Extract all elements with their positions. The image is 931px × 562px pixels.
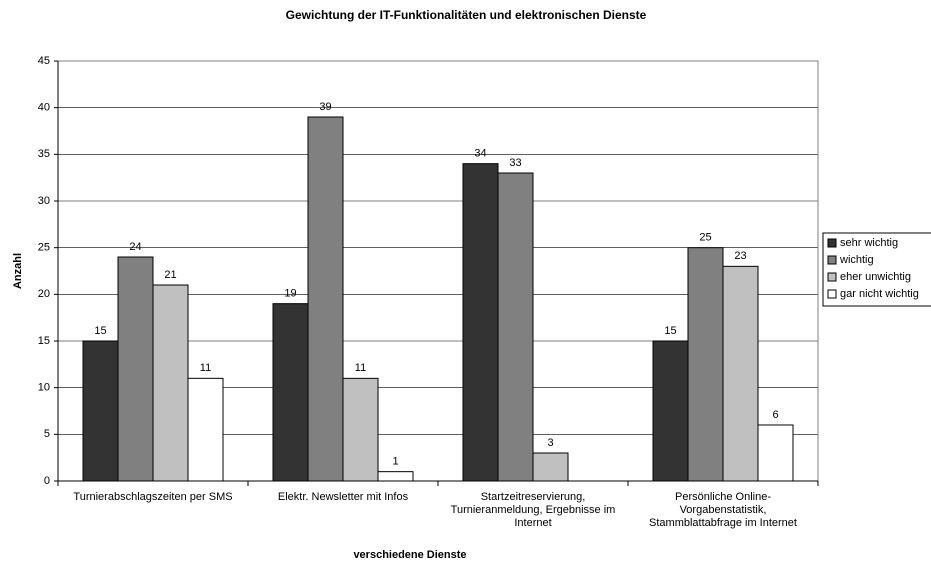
bar xyxy=(307,116,344,482)
data-label: 3 xyxy=(547,437,553,449)
data-label: 15 xyxy=(664,325,676,337)
y-tick-label: 40 xyxy=(38,102,50,114)
bar xyxy=(152,284,189,482)
y-tick-label: 35 xyxy=(38,148,50,160)
y-axis-label: Anzahl xyxy=(12,253,24,289)
data-label: 24 xyxy=(129,241,141,253)
data-label: 15 xyxy=(94,325,106,337)
x-tick-label: Startzeitreservierung, Turnieranmeldung,… xyxy=(450,491,616,529)
y-tick-label: 20 xyxy=(38,288,50,300)
data-label: 11 xyxy=(355,362,366,374)
data-label: 19 xyxy=(284,288,296,300)
data-label: 6 xyxy=(772,409,778,421)
bar xyxy=(532,452,569,482)
bar xyxy=(272,303,309,482)
legend-label: sehr wichtig xyxy=(840,237,898,249)
x-tick-label: Persönliche Online-Vorgabenstatistik, St… xyxy=(649,491,797,529)
bar xyxy=(652,340,689,482)
y-tick-label: 0 xyxy=(44,475,50,487)
bar xyxy=(687,247,724,482)
data-label: 23 xyxy=(734,250,746,262)
bar xyxy=(462,163,499,482)
bar xyxy=(757,424,794,482)
legend-swatch xyxy=(827,272,837,282)
bar xyxy=(342,377,379,482)
y-tick-label: 45 xyxy=(38,55,50,67)
bar xyxy=(377,471,414,482)
y-tick-label: 30 xyxy=(38,195,50,207)
x-tick-label: Turnierabschlagszeiten per SMS xyxy=(73,491,233,503)
x-tick-label: Elektr. Newsletter mit Infos xyxy=(277,491,409,503)
y-tick-label: 25 xyxy=(38,242,50,254)
legend-swatch xyxy=(827,255,837,265)
data-label: 34 xyxy=(474,148,486,160)
bar xyxy=(117,256,154,482)
y-tick-label: 5 xyxy=(44,428,50,440)
chart-title: Gewichtung der IT-Funktionalitäten und e… xyxy=(286,8,647,22)
x-axis-label: verschiedene Dienste xyxy=(353,549,466,561)
data-label: 11 xyxy=(200,362,211,374)
data-label: 1 xyxy=(392,456,398,468)
legend-label: gar nicht wichtig xyxy=(840,288,919,300)
data-label: 21 xyxy=(164,269,176,281)
y-tick-label: 10 xyxy=(38,382,50,394)
legend-box xyxy=(822,232,931,307)
data-label: 33 xyxy=(509,157,521,169)
data-label: 25 xyxy=(699,232,711,244)
legend-swatch xyxy=(827,238,837,248)
bar xyxy=(82,340,119,482)
bar xyxy=(497,172,534,482)
bar xyxy=(722,265,759,482)
y-tick-label: 15 xyxy=(38,335,50,347)
legend-label: eher unwichtig xyxy=(840,271,911,283)
data-label: 39 xyxy=(319,101,331,113)
legend-swatch xyxy=(827,289,837,299)
bar xyxy=(187,377,224,482)
legend-label: wichtig xyxy=(839,254,874,266)
